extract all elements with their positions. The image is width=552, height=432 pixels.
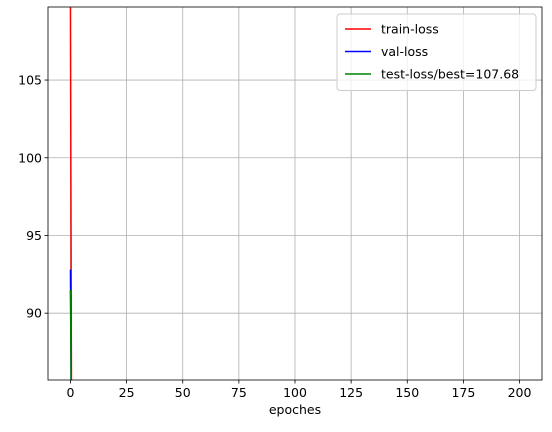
y-tick-label: 105	[18, 73, 42, 88]
legend-label: test-loss/best=107.68	[381, 67, 519, 82]
x-tick-label: 150	[395, 385, 419, 400]
x-tick-label: 75	[231, 385, 247, 400]
legend-label: train-loss	[381, 22, 439, 37]
y-tick-label: 100	[18, 150, 42, 165]
x-tick-label: 0	[66, 385, 74, 400]
legend-box	[336, 13, 537, 91]
series-lines	[69, 7, 73, 380]
x-tick-label: 125	[339, 385, 363, 400]
axis-ticks: 0 25 50 75 100 125 150 175 200 90 95 100 105	[18, 73, 531, 400]
x-tick-label: 50	[175, 385, 191, 400]
legend-label: val-loss	[381, 44, 428, 59]
x-tick-label: 25	[119, 385, 135, 400]
x-tick-label: 100	[283, 385, 307, 400]
x-axis-label: epoches	[269, 402, 321, 417]
x-tick-label: 200	[508, 385, 532, 400]
series-line	[69, 289, 72, 380]
x-tick-label: 175	[451, 385, 475, 400]
legend: train-loss val-loss test-loss/best=107.68	[336, 13, 537, 91]
y-tick-label: 90	[26, 306, 42, 321]
y-tick-label: 95	[26, 228, 42, 243]
